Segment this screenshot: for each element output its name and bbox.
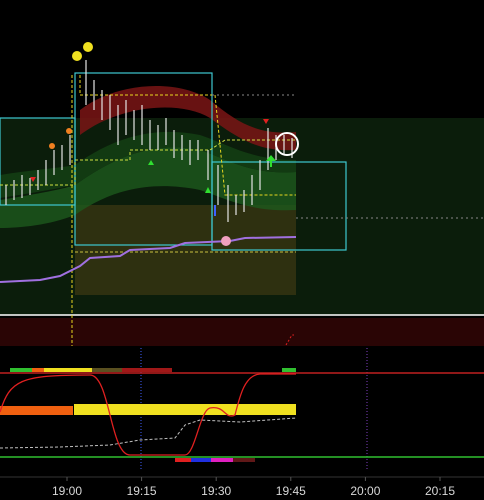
- state-bar: [233, 458, 255, 462]
- strength-bar: [74, 404, 296, 415]
- x-tick-label: 19:15: [127, 484, 157, 498]
- state-bar: [191, 458, 211, 462]
- signal-dot: [83, 42, 93, 52]
- oscillator-line: [0, 373, 296, 456]
- signal-dot: [221, 236, 231, 246]
- state-bar: [175, 458, 191, 462]
- x-tick-label: 19:30: [201, 484, 231, 498]
- green-band-outer: [0, 131, 296, 198]
- highlight-ring: [275, 132, 299, 156]
- candles: [5, 60, 293, 222]
- x-tick-label: 20:15: [425, 484, 455, 498]
- range-box: [74, 72, 213, 246]
- state-bar: [211, 458, 233, 462]
- level-line: [0, 139, 296, 186]
- strength-bar: [0, 406, 73, 415]
- down-marker: [30, 177, 36, 182]
- signal-dot: [72, 51, 82, 61]
- down-marker: [263, 119, 269, 124]
- x-tick-label: 19:45: [276, 484, 306, 498]
- range-box: [211, 161, 347, 251]
- x-tick-label: 19:00: [52, 484, 82, 498]
- state-bar: [32, 368, 44, 372]
- state-bar: [282, 368, 296, 372]
- red-band: [80, 86, 296, 151]
- signal-dot: [66, 128, 72, 134]
- signal-dot: [49, 143, 55, 149]
- state-bar: [10, 368, 32, 372]
- level-line: [79, 75, 296, 196]
- vwap-line: [0, 236, 297, 283]
- marker-line: [285, 334, 294, 346]
- up-marker: [205, 187, 211, 193]
- lower-band: [0, 318, 484, 346]
- state-bar: [44, 368, 92, 372]
- up-marker: [148, 160, 154, 165]
- signal-line: [0, 417, 297, 449]
- state-bar: [92, 368, 122, 372]
- x-tick-label: 20:00: [350, 484, 380, 498]
- up-arrow: [266, 155, 276, 167]
- state-bar: [122, 368, 172, 372]
